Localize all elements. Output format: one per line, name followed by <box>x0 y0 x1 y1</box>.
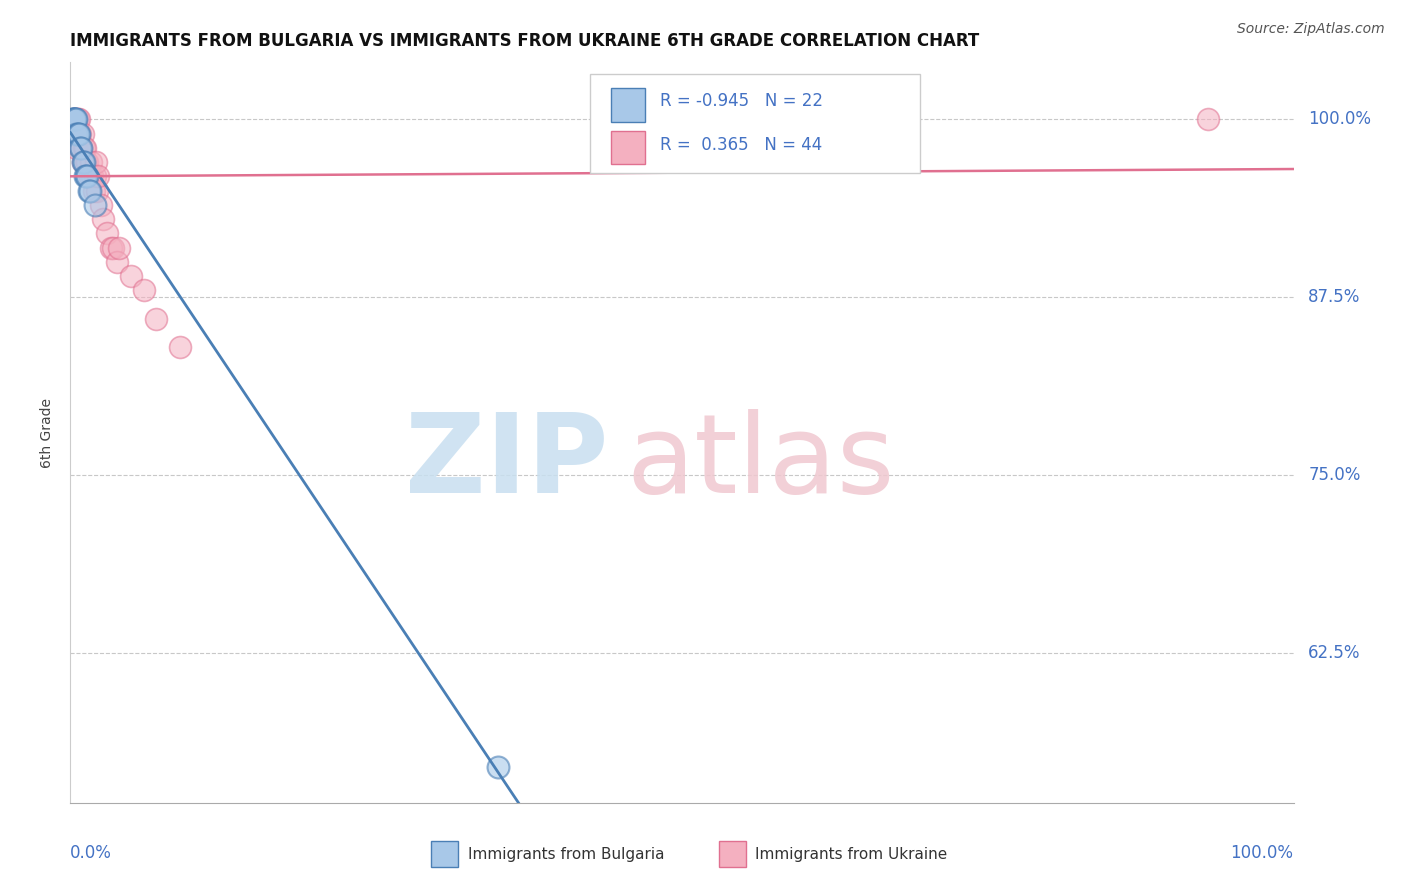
Text: atlas: atlas <box>627 409 896 516</box>
Point <box>100 241 122 255</box>
Point <box>63 112 86 127</box>
Point <box>62 112 84 127</box>
Point <box>66 127 89 141</box>
Text: IMMIGRANTS FROM BULGARIA VS IMMIGRANTS FROM UKRAINE 6TH GRADE CORRELATION CHART: IMMIGRANTS FROM BULGARIA VS IMMIGRANTS F… <box>70 32 980 50</box>
Text: R = -0.945   N = 22: R = -0.945 N = 22 <box>659 92 823 111</box>
Point <box>108 241 131 255</box>
Point <box>76 155 98 169</box>
Text: 62.5%: 62.5% <box>1308 644 1361 662</box>
Bar <box>612 88 645 121</box>
Point <box>63 127 86 141</box>
Point <box>96 227 118 241</box>
Point <box>65 112 87 127</box>
Point <box>73 155 96 169</box>
Point <box>62 127 84 141</box>
Point <box>73 169 96 184</box>
FancyBboxPatch shape <box>591 73 921 173</box>
Point <box>63 112 86 127</box>
Point <box>66 127 89 141</box>
Text: Immigrants from Ukraine: Immigrants from Ukraine <box>755 847 948 863</box>
Point <box>79 184 101 198</box>
Point <box>70 141 93 155</box>
Text: Source: ZipAtlas.com: Source: ZipAtlas.com <box>1237 22 1385 37</box>
Point <box>75 169 97 184</box>
Point <box>66 112 89 127</box>
Point <box>69 127 91 141</box>
Text: 87.5%: 87.5% <box>1308 288 1361 306</box>
Point <box>101 241 124 255</box>
Point <box>70 141 93 155</box>
Point <box>72 155 94 169</box>
Text: R =  0.365   N = 44: R = 0.365 N = 44 <box>659 136 823 153</box>
Point <box>75 155 97 169</box>
Bar <box>612 131 645 164</box>
Point <box>90 198 112 212</box>
Point <box>69 141 91 155</box>
Point <box>72 127 94 141</box>
Point <box>86 184 108 198</box>
Text: 100.0%: 100.0% <box>1308 111 1371 128</box>
Point <box>87 169 110 184</box>
Point <box>67 127 90 141</box>
Point <box>65 127 87 141</box>
Point <box>60 127 83 141</box>
Point <box>63 112 86 127</box>
Point <box>77 169 100 184</box>
Text: 100.0%: 100.0% <box>1230 844 1294 862</box>
Point <box>73 141 96 155</box>
Point <box>65 141 87 155</box>
Point <box>80 155 103 169</box>
Point <box>82 169 104 184</box>
Bar <box>718 841 745 867</box>
Text: ZIP: ZIP <box>405 409 609 516</box>
Point <box>67 127 90 141</box>
Point <box>91 212 114 227</box>
Point <box>77 184 100 198</box>
Y-axis label: 6th Grade: 6th Grade <box>41 398 55 467</box>
Bar <box>432 841 458 867</box>
Point <box>70 141 93 155</box>
Point <box>62 112 84 127</box>
Text: 75.0%: 75.0% <box>1308 467 1361 484</box>
Point <box>63 112 86 127</box>
Point <box>63 127 86 141</box>
Point <box>105 254 128 268</box>
Point <box>84 155 107 169</box>
Point <box>60 112 83 127</box>
Point <box>65 112 87 127</box>
Point <box>83 169 105 184</box>
Point <box>132 283 155 297</box>
Text: 0.0%: 0.0% <box>70 844 112 862</box>
Text: Immigrants from Bulgaria: Immigrants from Bulgaria <box>468 847 665 863</box>
Point <box>63 112 86 127</box>
Point <box>72 155 94 169</box>
Point <box>66 127 89 141</box>
Point <box>73 141 96 155</box>
Point <box>63 112 86 127</box>
Point <box>121 268 143 283</box>
Point <box>488 760 510 774</box>
Point <box>65 127 87 141</box>
Point <box>67 112 90 127</box>
Point <box>79 169 101 184</box>
Point <box>169 340 191 354</box>
Point <box>83 184 105 198</box>
Point <box>1197 112 1219 127</box>
Point <box>145 311 167 326</box>
Point <box>76 169 98 184</box>
Point <box>83 198 105 212</box>
